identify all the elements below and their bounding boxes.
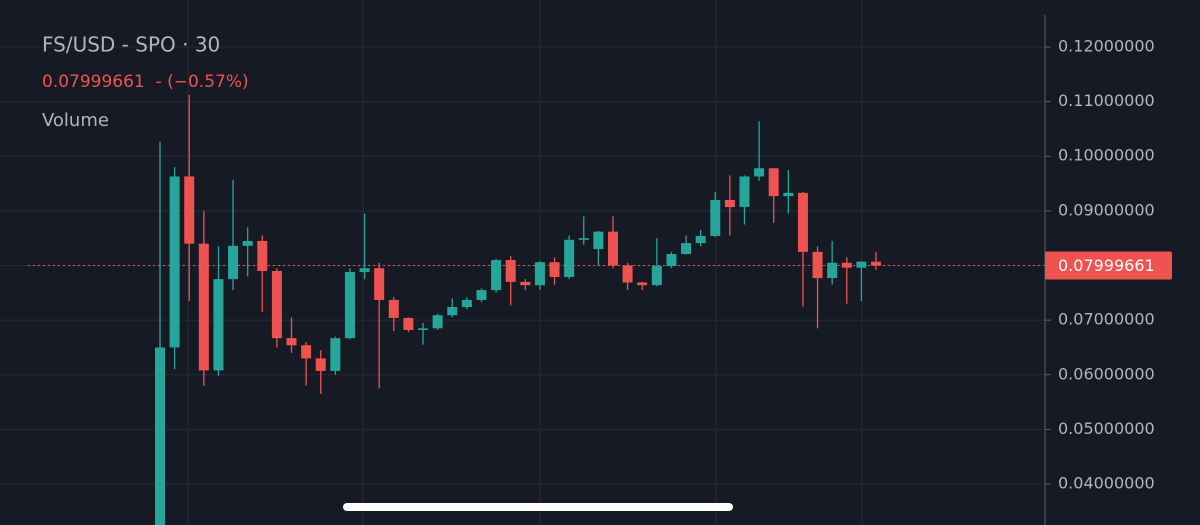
candle-body bbox=[461, 299, 472, 308]
candle-body bbox=[520, 281, 531, 286]
candle-body bbox=[330, 338, 341, 371]
y-tick-label: 0.04000000 bbox=[1058, 474, 1155, 493]
candle-body bbox=[344, 272, 355, 339]
y-tick-label: 0.11000000 bbox=[1058, 91, 1155, 110]
candle-body bbox=[651, 266, 662, 286]
candle-body bbox=[549, 262, 560, 277]
candle-body bbox=[841, 262, 852, 268]
candle-body bbox=[155, 347, 165, 525]
candle-body bbox=[242, 240, 253, 246]
candle-body bbox=[768, 168, 779, 197]
candle-body bbox=[213, 279, 224, 371]
candle-body bbox=[271, 270, 282, 339]
candle-body bbox=[783, 192, 794, 197]
candle-body bbox=[301, 345, 312, 359]
last-price-label: 0.07999661 bbox=[1058, 256, 1155, 275]
y-tick-label: 0.07000000 bbox=[1058, 310, 1155, 329]
candle-body bbox=[359, 268, 370, 273]
y-tick-label: 0.09000000 bbox=[1058, 200, 1155, 219]
y-tick-label: 0.06000000 bbox=[1058, 364, 1155, 383]
candle-body bbox=[607, 231, 618, 266]
candle-body bbox=[666, 254, 677, 267]
candle-body bbox=[476, 290, 487, 300]
candle-body bbox=[637, 282, 648, 286]
candle-body bbox=[505, 260, 516, 282]
candle-body bbox=[198, 243, 209, 371]
candle-body bbox=[447, 307, 458, 316]
y-tick-label: 0.10000000 bbox=[1058, 146, 1155, 165]
candle-body bbox=[724, 199, 735, 208]
candle-body bbox=[681, 243, 692, 255]
candle-body bbox=[534, 262, 545, 286]
indicator-label: Volume bbox=[42, 110, 109, 131]
candle-body bbox=[388, 299, 399, 318]
candle-body bbox=[418, 328, 429, 330]
candle-body bbox=[827, 262, 838, 279]
candle-body bbox=[856, 261, 867, 268]
last-price-badge bbox=[1045, 251, 1172, 280]
candle-body bbox=[797, 192, 808, 252]
candle-body bbox=[739, 176, 750, 208]
candle-body bbox=[432, 315, 443, 329]
candle-body bbox=[812, 251, 823, 279]
candle-body bbox=[593, 231, 604, 250]
home-indicator bbox=[343, 503, 733, 511]
y-tick-label: 0.05000000 bbox=[1058, 419, 1155, 438]
candle-body bbox=[374, 268, 385, 300]
candle-body bbox=[710, 199, 721, 237]
candle-body bbox=[695, 236, 706, 244]
candle-body bbox=[228, 245, 239, 280]
candle-body bbox=[257, 240, 268, 271]
price-axis: 0.04000000 0.05000000 0.06000000 0.07000000… bbox=[1045, 36, 1172, 493]
candle-body bbox=[491, 260, 502, 291]
candles bbox=[155, 95, 881, 525]
chart-title: FS/USD - SPO · 30 bbox=[42, 33, 220, 57]
candle-body bbox=[564, 239, 575, 277]
candle-body bbox=[622, 265, 633, 283]
candle-body bbox=[169, 176, 180, 348]
candle-body bbox=[754, 168, 765, 177]
y-tick-label: 0.12000000 bbox=[1058, 36, 1155, 55]
candle-body bbox=[403, 317, 414, 330]
candle-body bbox=[184, 176, 195, 244]
candle-body bbox=[315, 358, 326, 371]
candle-body bbox=[286, 338, 297, 346]
price-change: 0.07999661 - (−0.57%) bbox=[42, 72, 249, 92]
candle-body bbox=[578, 238, 589, 240]
candle-body bbox=[871, 261, 881, 266]
